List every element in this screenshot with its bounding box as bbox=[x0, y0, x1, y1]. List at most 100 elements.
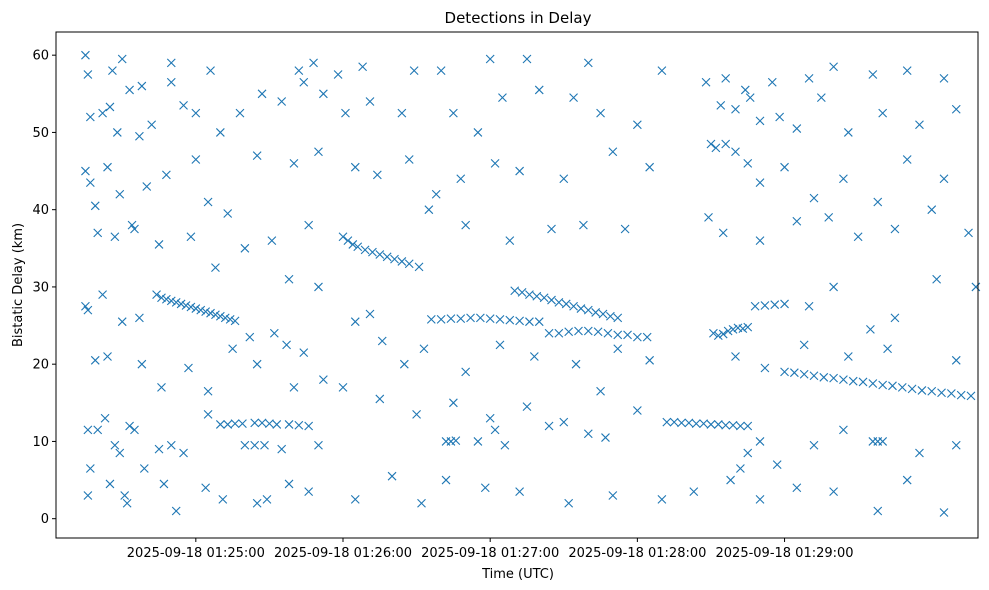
data-point bbox=[927, 205, 937, 215]
data-point bbox=[85, 112, 95, 122]
data-point bbox=[770, 300, 780, 310]
data-point bbox=[262, 494, 272, 504]
data-point bbox=[377, 336, 387, 346]
data-point bbox=[755, 116, 765, 126]
data-point bbox=[125, 421, 134, 431]
data-point bbox=[917, 386, 927, 395]
data-point bbox=[272, 420, 282, 429]
data-point bbox=[799, 340, 809, 350]
data-point bbox=[294, 66, 304, 76]
data-point bbox=[816, 93, 826, 103]
data-point bbox=[951, 104, 961, 114]
data-point bbox=[571, 359, 581, 369]
data-point bbox=[829, 62, 838, 72]
data-point bbox=[709, 328, 718, 338]
data-point bbox=[605, 311, 615, 321]
data-point bbox=[166, 77, 176, 87]
data-point bbox=[819, 372, 829, 382]
data-point bbox=[736, 421, 745, 431]
data-point bbox=[350, 317, 360, 327]
data-point bbox=[294, 420, 304, 430]
data-point bbox=[230, 316, 240, 326]
data-point bbox=[939, 73, 949, 83]
data-point bbox=[252, 498, 262, 508]
data-point bbox=[171, 297, 181, 307]
data-point bbox=[532, 291, 542, 301]
data-point bbox=[755, 178, 765, 188]
data-point bbox=[397, 257, 407, 266]
data-point bbox=[404, 259, 414, 269]
data-point bbox=[799, 369, 809, 379]
data-point bbox=[883, 344, 892, 354]
data-point bbox=[517, 287, 527, 297]
data-point bbox=[525, 290, 534, 300]
data-point bbox=[559, 174, 569, 184]
data-point bbox=[446, 314, 456, 323]
data-point bbox=[809, 371, 819, 381]
data-point bbox=[745, 93, 755, 103]
data-point bbox=[964, 228, 973, 238]
data-point bbox=[718, 329, 728, 339]
data-point bbox=[699, 419, 708, 429]
data-point bbox=[662, 417, 672, 427]
data-point bbox=[260, 440, 269, 450]
data-point bbox=[743, 158, 753, 168]
data-point bbox=[203, 386, 213, 396]
data-point bbox=[314, 440, 323, 450]
data-point bbox=[179, 448, 188, 458]
data-point bbox=[139, 464, 149, 473]
data-point bbox=[206, 308, 215, 318]
data-point bbox=[387, 471, 397, 481]
data-point bbox=[154, 444, 164, 454]
data-point bbox=[257, 418, 267, 428]
data-point bbox=[250, 418, 260, 428]
data-point bbox=[179, 101, 188, 110]
data-point bbox=[515, 487, 525, 497]
data-point bbox=[731, 104, 740, 114]
data-point bbox=[809, 193, 819, 203]
data-point bbox=[716, 101, 726, 110]
data-point bbox=[689, 487, 699, 497]
y-tick-label: 0 bbox=[41, 512, 49, 527]
data-point bbox=[780, 367, 789, 377]
data-point bbox=[284, 479, 294, 489]
data-point bbox=[117, 317, 127, 327]
data-point bbox=[191, 304, 201, 313]
data-point bbox=[657, 494, 667, 504]
data-point bbox=[848, 376, 858, 386]
data-point bbox=[574, 326, 583, 336]
data-point bbox=[750, 301, 760, 311]
data-point bbox=[475, 313, 485, 323]
data-point bbox=[839, 425, 848, 435]
plot-background bbox=[56, 32, 978, 538]
data-point bbox=[728, 325, 738, 334]
data-point bbox=[760, 363, 770, 373]
data-point bbox=[583, 429, 593, 439]
data-point bbox=[704, 213, 713, 222]
data-point bbox=[515, 316, 525, 326]
data-point bbox=[284, 420, 294, 429]
data-point bbox=[181, 301, 191, 310]
data-point bbox=[907, 384, 917, 394]
data-point bbox=[304, 421, 314, 431]
data-point bbox=[939, 508, 949, 517]
data-point bbox=[350, 494, 360, 504]
data-point bbox=[338, 382, 348, 392]
x-tick-label: 2025-09-18 01:28:00 bbox=[568, 546, 706, 561]
data-point bbox=[309, 58, 318, 68]
data-point bbox=[98, 290, 107, 300]
data-point bbox=[157, 293, 166, 303]
data-point bbox=[85, 464, 95, 473]
data-point bbox=[90, 201, 100, 211]
data-point bbox=[868, 70, 878, 79]
data-point bbox=[137, 359, 147, 369]
data-point bbox=[843, 128, 853, 137]
data-point bbox=[81, 50, 90, 60]
data-point bbox=[372, 170, 382, 180]
data-point bbox=[424, 205, 434, 215]
data-point bbox=[390, 254, 399, 264]
data-point bbox=[743, 322, 753, 332]
data-point bbox=[186, 302, 196, 312]
data-point bbox=[267, 236, 277, 245]
